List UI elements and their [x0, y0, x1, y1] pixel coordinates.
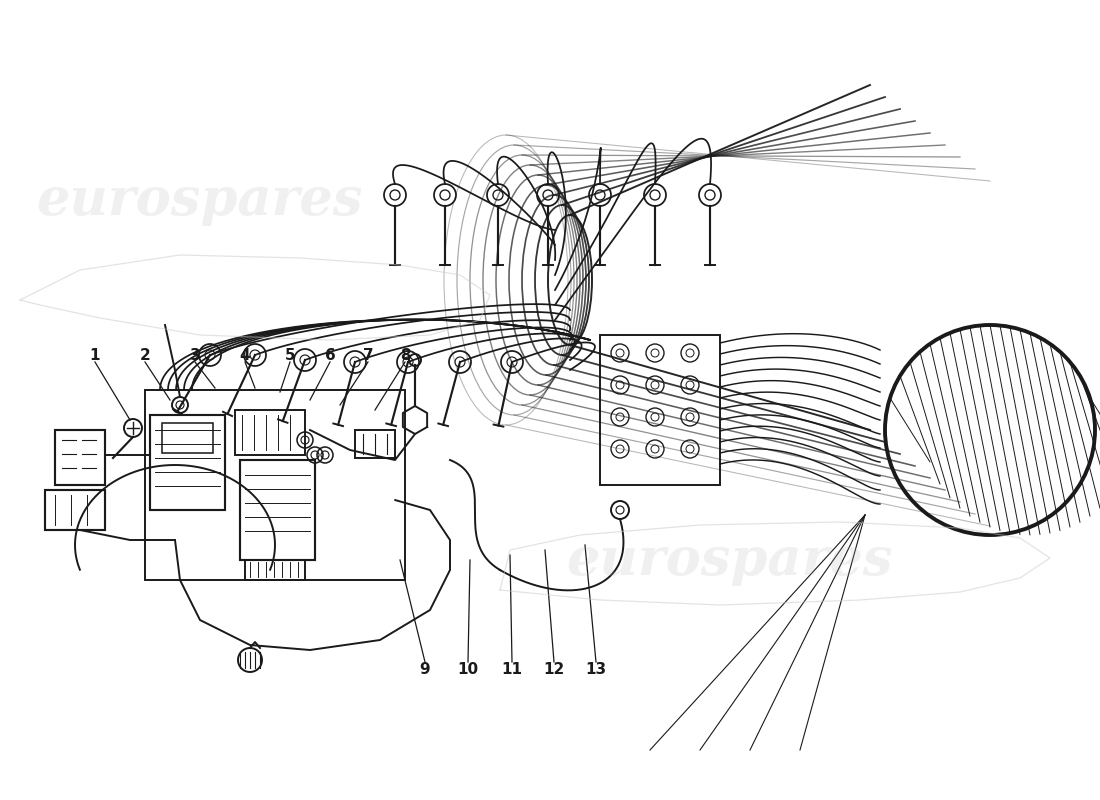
Bar — [235, 410, 305, 455]
Bar — [145, 390, 405, 580]
Bar — [162, 423, 213, 453]
Text: 12: 12 — [543, 662, 564, 678]
Text: 2: 2 — [140, 347, 151, 362]
Bar — [240, 460, 315, 560]
Bar — [55, 430, 104, 485]
Bar — [355, 430, 395, 458]
Text: 10: 10 — [458, 662, 478, 678]
Bar — [245, 560, 305, 580]
Text: 3: 3 — [189, 347, 200, 362]
Bar — [600, 335, 720, 485]
Bar — [150, 415, 226, 510]
Text: 13: 13 — [585, 662, 606, 678]
Text: 4: 4 — [240, 347, 251, 362]
Text: 11: 11 — [502, 662, 522, 678]
Bar — [45, 490, 104, 530]
Text: 1: 1 — [90, 347, 100, 362]
Text: 6: 6 — [324, 347, 336, 362]
Text: eurospares: eurospares — [566, 534, 893, 586]
Text: eurospares: eurospares — [36, 174, 363, 226]
Text: 9: 9 — [420, 662, 430, 678]
Text: 8: 8 — [399, 347, 410, 362]
Text: 7: 7 — [363, 347, 373, 362]
Text: 5: 5 — [285, 347, 295, 362]
